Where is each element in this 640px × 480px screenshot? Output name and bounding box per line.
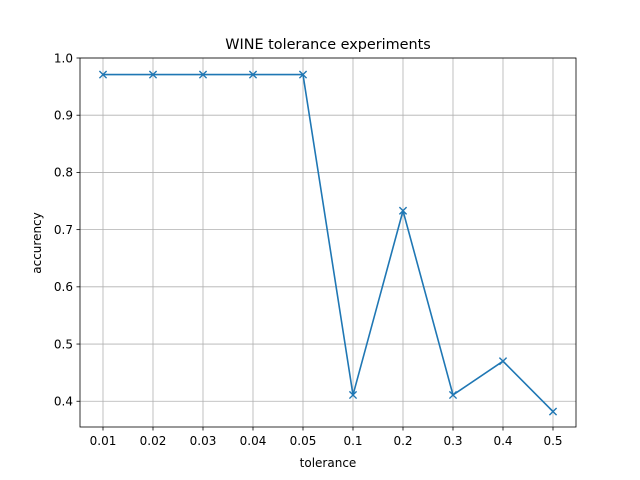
x-axis-label: tolerance <box>300 456 357 470</box>
data-point-marker <box>248 70 258 79</box>
x-tick-label: 0.1 <box>343 434 362 448</box>
x-tick-label: 0.02 <box>140 434 167 448</box>
grid-lines <box>80 57 576 427</box>
x-tick-label: 0.5 <box>543 434 562 448</box>
x-tick-label: 0.3 <box>443 434 462 448</box>
data-point-marker <box>98 70 108 79</box>
y-tick-label: 1.0 <box>54 51 73 65</box>
data-point-marker <box>148 70 158 79</box>
y-axis-label: accurency <box>30 212 44 274</box>
data-point-marker <box>548 407 558 416</box>
y-tick-label: 0.8 <box>54 166 73 180</box>
series-line <box>103 73 554 413</box>
x-tick-label: 0.4 <box>493 434 512 448</box>
y-axis: 0.4 0.5 0.6 0.7 0.8 0.9 1.0 <box>54 51 80 409</box>
data-point-marker <box>448 390 458 400</box>
x-tick-label: 0.05 <box>290 434 317 448</box>
chart-title: WINE tolerance experiments <box>225 37 431 53</box>
data-point-marker <box>348 390 358 400</box>
y-tick-label: 0.6 <box>54 280 73 294</box>
y-tick-label: 0.4 <box>54 395 73 409</box>
data-point-marker <box>398 206 408 215</box>
y-tick-label: 0.7 <box>54 223 73 237</box>
y-tick-label: 0.9 <box>54 109 73 123</box>
x-tick-label: 0.01 <box>90 434 117 448</box>
data-point-marker <box>198 70 208 79</box>
x-tick-label: 0.03 <box>190 434 217 448</box>
x-axis: 0.01 0.02 0.03 0.04 0.05 0.1 0.2 0.3 0.4 0.5 <box>90 427 563 448</box>
plot-frame <box>79 57 577 428</box>
data-point-marker <box>498 357 508 366</box>
series-layer <box>98 70 558 416</box>
y-tick-label: 0.5 <box>54 337 73 351</box>
x-tick-label: 0.04 <box>240 434 267 448</box>
x-tick-label: 0.2 <box>393 434 412 448</box>
data-point-marker <box>298 70 308 79</box>
